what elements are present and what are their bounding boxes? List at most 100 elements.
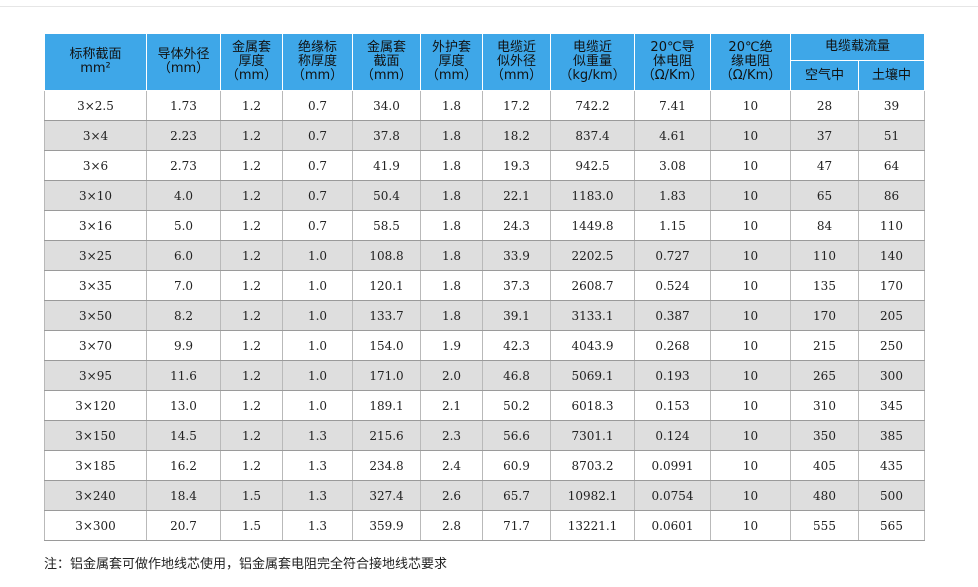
cell-sheath-section: 50.4	[352, 180, 421, 211]
cell-approx-weight: 5069.1	[550, 360, 635, 391]
cell-capacity-air: 110	[790, 240, 859, 271]
cell-sheath-thickness: 1.2	[220, 300, 283, 331]
cell-insulation-resistance: 10	[710, 450, 791, 481]
cell-conductor-diameter: 8.2	[146, 300, 221, 331]
cell-insulation-resistance: 10	[710, 510, 791, 541]
cell-insulation-resistance: 10	[710, 180, 791, 211]
cell-approx-weight: 3133.1	[550, 300, 635, 331]
cell-conductor-resistance: 7.41	[634, 90, 711, 121]
cell-nominal-section: 3×16	[44, 210, 147, 241]
cell-conductor-diameter: 1.73	[146, 90, 221, 121]
cell-insulation-resistance: 10	[710, 300, 791, 331]
cell-conductor-diameter: 5.0	[146, 210, 221, 241]
cell-conductor-resistance: 0.153	[634, 390, 711, 421]
cell-capacity-air: 265	[790, 360, 859, 391]
cell-outer-jacket-thickness: 2.4	[420, 450, 483, 481]
cell-insulation-thickness: 0.7	[282, 120, 353, 151]
cell-approx-outer-diameter: 42.3	[482, 330, 551, 361]
cell-approx-outer-diameter: 46.8	[482, 360, 551, 391]
cell-nominal-section: 3×240	[44, 480, 147, 511]
cell-capacity-air: 84	[790, 210, 859, 241]
header-insulation-resistance: 20℃绝 缘电阻 （Ω/Km）	[710, 33, 791, 91]
table-row: 3×120 13.0 1.2 1.0 189.1 2.1 50.2 6018.3 0.153 10…	[44, 390, 926, 421]
cell-capacity-soil: 250	[858, 330, 926, 361]
table-row: 3×95 11.6 1.2 1.0 171.0 2.0 46.8 5069.1 0.193 10 2…	[44, 360, 926, 391]
cell-insulation-resistance: 10	[710, 120, 791, 151]
cell-sheath-section: 37.8	[352, 120, 421, 151]
cell-insulation-thickness: 1.0	[282, 360, 353, 391]
cell-nominal-section: 3×185	[44, 450, 147, 481]
cell-insulation-thickness: 0.7	[282, 150, 353, 181]
cell-outer-jacket-thickness: 1.8	[420, 240, 483, 271]
spec-table-wrapper: 标称截面 mm² 导体外径 （mm） 金属套 厚度 （mm） 绝缘标 称厚度 （mm） 金属…	[44, 33, 926, 541]
table-row: 3×150 14.5 1.2 1.3 215.6 2.3 56.6 7301.1 0.124 10…	[44, 420, 926, 451]
cell-sheath-thickness: 1.2	[220, 180, 283, 211]
cell-conductor-resistance: 0.268	[634, 330, 711, 361]
cell-insulation-thickness: 1.3	[282, 510, 353, 541]
cell-sheath-section: 58.5	[352, 210, 421, 241]
cell-insulation-resistance: 10	[710, 330, 791, 361]
cell-nominal-section: 3×70	[44, 330, 147, 361]
cell-sheath-thickness: 1.5	[220, 480, 283, 511]
cell-approx-outer-diameter: 39.1	[482, 300, 551, 331]
cell-outer-jacket-thickness: 2.1	[420, 390, 483, 421]
footnote: 注：铝金属套可做作地线芯使用，铝金属套电阻完全符合接地线芯要求	[44, 557, 448, 572]
header-approx-weight: 电缆近 似重量 （kg/km）	[550, 33, 635, 91]
cell-approx-weight: 13221.1	[550, 510, 635, 541]
cell-approx-weight: 1449.8	[550, 210, 635, 241]
cell-nominal-section: 3×50	[44, 300, 147, 331]
cell-conductor-diameter: 18.4	[146, 480, 221, 511]
cell-approx-outer-diameter: 24.3	[482, 210, 551, 241]
cell-conductor-resistance: 4.61	[634, 120, 711, 151]
cell-nominal-section: 3×10	[44, 180, 147, 211]
header-sheath-thickness: 金属套 厚度 （mm）	[220, 33, 283, 91]
cell-approx-outer-diameter: 56.6	[482, 420, 551, 451]
cell-capacity-soil: 64	[858, 150, 926, 181]
cell-conductor-resistance: 0.0991	[634, 450, 711, 481]
header-outer-jacket-thickness: 外护套 厚度 （mm）	[420, 33, 483, 91]
header-in-soil: 土壤中	[857, 60, 926, 91]
cell-capacity-air: 65	[790, 180, 859, 211]
cell-conductor-resistance: 3.08	[634, 150, 711, 181]
cell-conductor-diameter: 13.0	[146, 390, 221, 421]
cell-capacity-air: 37	[790, 120, 859, 151]
cell-sheath-thickness: 1.2	[220, 360, 283, 391]
cell-sheath-section: 215.6	[352, 420, 421, 451]
cell-insulation-thickness: 0.7	[282, 90, 353, 121]
cell-outer-jacket-thickness: 2.8	[420, 510, 483, 541]
cell-capacity-soil: 385	[858, 420, 926, 451]
cell-sheath-thickness: 1.2	[220, 390, 283, 421]
cell-outer-jacket-thickness: 1.8	[420, 120, 483, 151]
header-in-air: 空气中	[790, 60, 859, 91]
cell-insulation-resistance: 10	[710, 360, 791, 391]
table-row: 3×70 9.9 1.2 1.0 154.0 1.9 42.3 4043.9 0.268 10 21…	[44, 330, 926, 361]
cell-sheath-thickness: 1.2	[220, 120, 283, 151]
cell-conductor-diameter: 16.2	[146, 450, 221, 481]
cell-nominal-section: 3×150	[44, 420, 147, 451]
cell-capacity-soil: 51	[858, 120, 926, 151]
cell-capacity-air: 135	[790, 270, 859, 301]
table-row: 3×6 2.73 1.2 0.7 41.9 1.8 19.3 942.5 3.08 10 47 64	[44, 150, 926, 181]
cell-approx-outer-diameter: 65.7	[482, 480, 551, 511]
cell-sheath-thickness: 1.2	[220, 150, 283, 181]
cell-capacity-soil: 500	[858, 480, 926, 511]
cell-conductor-resistance: 0.387	[634, 300, 711, 331]
cell-insulation-thickness: 1.0	[282, 390, 353, 421]
cell-outer-jacket-thickness: 2.0	[420, 360, 483, 391]
cell-insulation-resistance: 10	[710, 480, 791, 511]
header-sheath-section: 金属套 截面 （mm）	[352, 33, 421, 91]
table-row: 3×240 18.4 1.5 1.3 327.4 2.6 65.7 10982.1 0.0754…	[44, 480, 926, 511]
cell-approx-outer-diameter: 60.9	[482, 450, 551, 481]
cell-conductor-diameter: 9.9	[146, 330, 221, 361]
cell-nominal-section: 3×4	[44, 120, 147, 151]
cell-insulation-thickness: 1.3	[282, 480, 353, 511]
cell-approx-outer-diameter: 22.1	[482, 180, 551, 211]
cell-outer-jacket-thickness: 1.9	[420, 330, 483, 361]
cell-conductor-diameter: 7.0	[146, 270, 221, 301]
cell-insulation-resistance: 10	[710, 390, 791, 421]
cell-sheath-thickness: 1.2	[220, 330, 283, 361]
cell-capacity-soil: 140	[858, 240, 926, 271]
cell-insulation-resistance: 10	[710, 420, 791, 451]
cell-capacity-soil: 86	[858, 180, 926, 211]
cell-approx-outer-diameter: 50.2	[482, 390, 551, 421]
